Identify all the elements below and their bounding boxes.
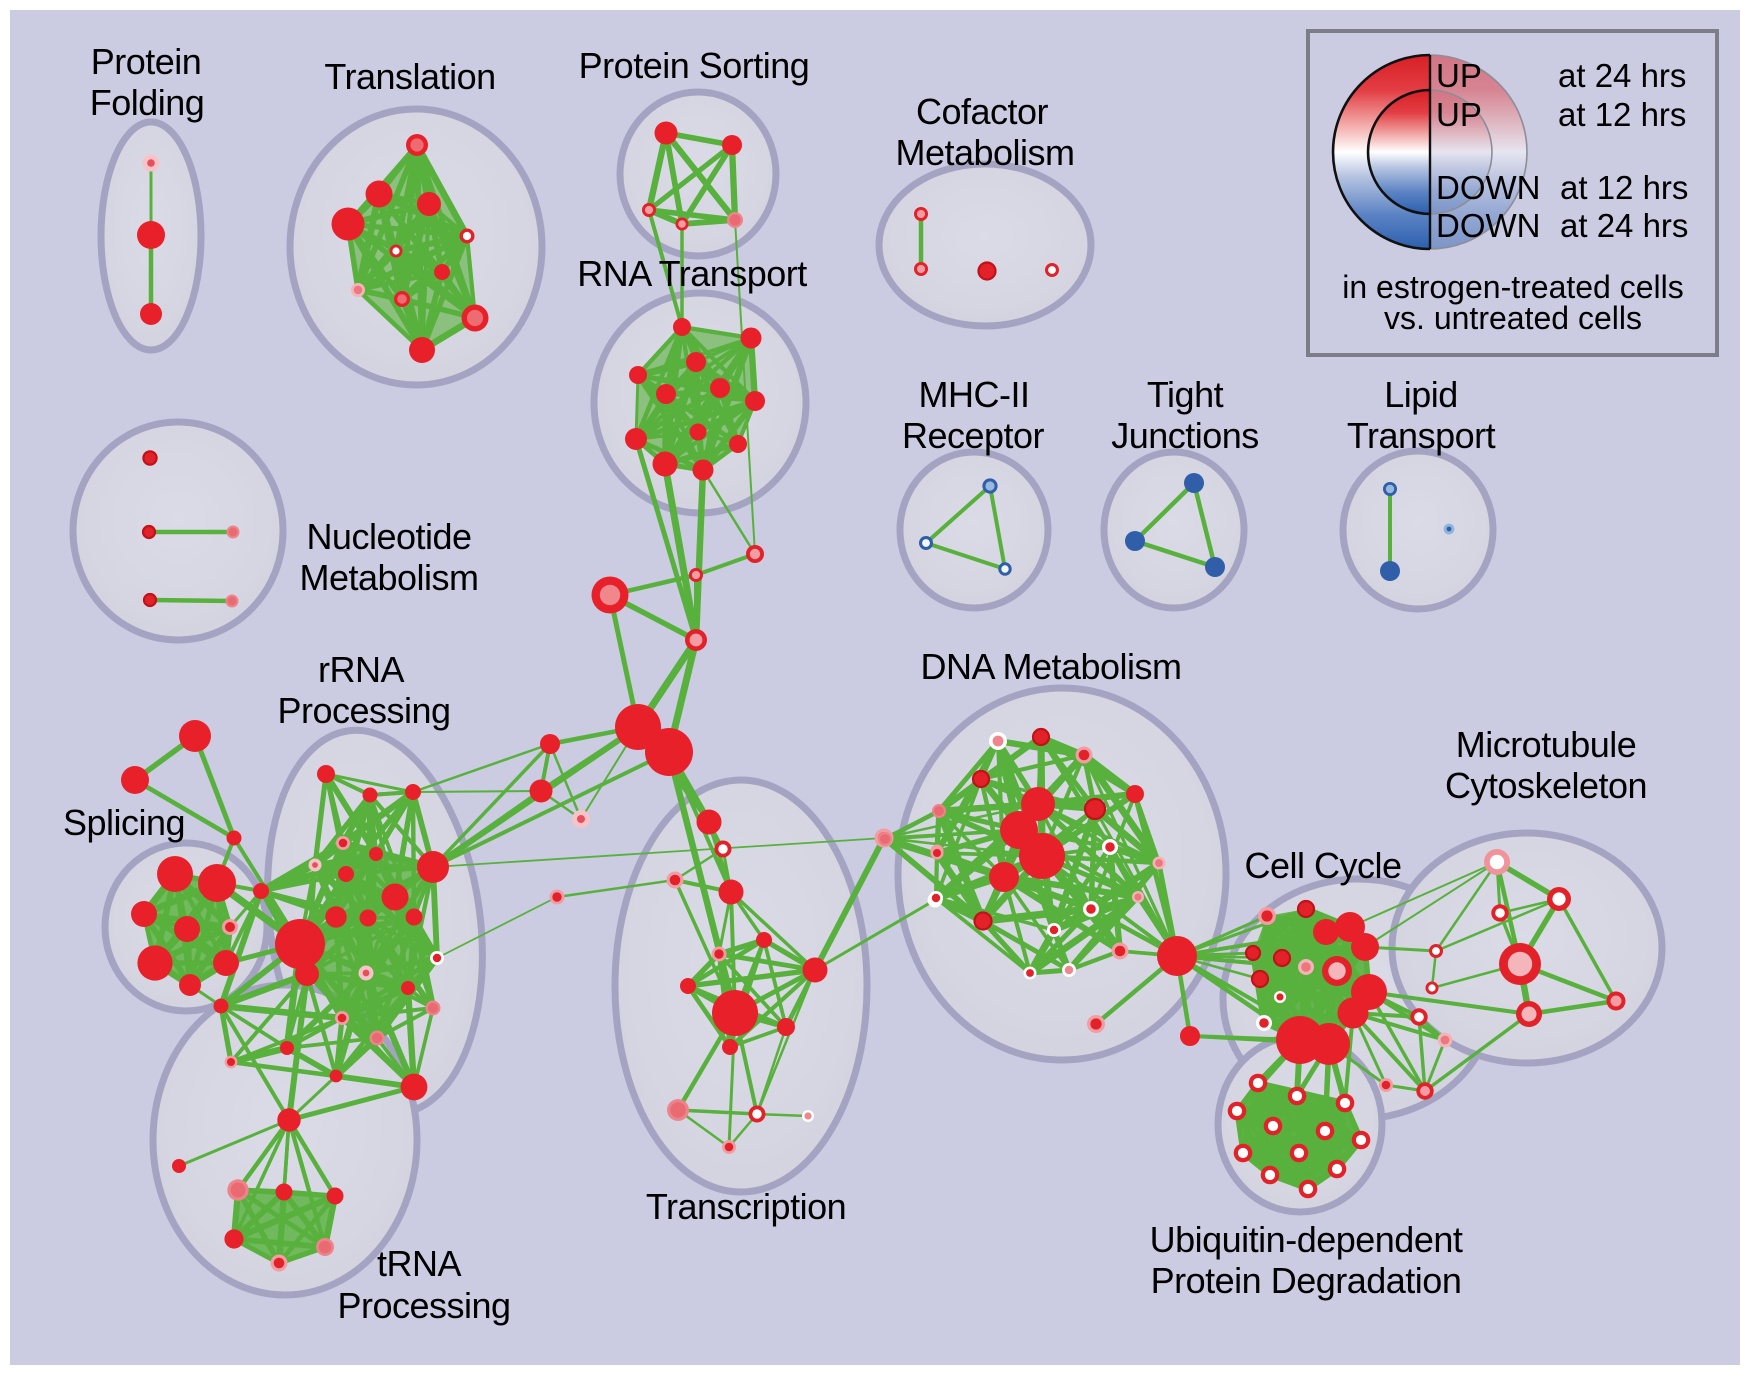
svg-text:Tight: Tight: [1147, 374, 1224, 415]
svg-text:DNA Metabolism: DNA Metabolism: [920, 646, 1181, 687]
svg-text:Cytoskeleton: Cytoskeleton: [1445, 765, 1647, 806]
svg-text:at 12 hrs: at 12 hrs: [1560, 169, 1688, 206]
svg-text:DOWN: DOWN: [1436, 207, 1540, 244]
svg-text:Lipid: Lipid: [1384, 374, 1458, 415]
svg-text:UP: UP: [1436, 57, 1482, 94]
svg-text:Metabolism: Metabolism: [895, 132, 1074, 173]
svg-text:Ubiquitin-dependent: Ubiquitin-dependent: [1150, 1219, 1463, 1260]
svg-text:Processing: Processing: [277, 690, 450, 731]
svg-text:Nucleotide: Nucleotide: [306, 516, 471, 557]
svg-text:tRNA: tRNA: [377, 1243, 461, 1284]
svg-text:Cofactor: Cofactor: [916, 91, 1049, 132]
svg-text:Cell Cycle: Cell Cycle: [1244, 845, 1401, 886]
svg-text:vs. untreated cells: vs. untreated cells: [1384, 300, 1642, 336]
svg-text:Receptor: Receptor: [902, 415, 1045, 456]
svg-text:in estrogen-treated cells: in estrogen-treated cells: [1342, 269, 1684, 305]
svg-text:RNA Transport: RNA Transport: [577, 253, 807, 294]
svg-text:Processing: Processing: [337, 1285, 510, 1326]
svg-text:at 12 hrs: at 12 hrs: [1558, 96, 1686, 133]
svg-text:Folding: Folding: [90, 82, 205, 123]
svg-text:DOWN: DOWN: [1436, 169, 1540, 206]
svg-text:Transport: Transport: [1347, 415, 1496, 456]
svg-text:Microtubule: Microtubule: [1456, 724, 1637, 765]
svg-text:MHC-II: MHC-II: [919, 374, 1030, 415]
svg-text:Protein: Protein: [91, 41, 202, 82]
svg-text:Protein Degradation: Protein Degradation: [1151, 1260, 1462, 1301]
svg-text:Protein Sorting: Protein Sorting: [579, 45, 810, 86]
svg-text:UP: UP: [1436, 96, 1482, 133]
svg-text:Junctions: Junctions: [1111, 415, 1259, 456]
svg-text:at 24 hrs: at 24 hrs: [1560, 207, 1688, 244]
svg-text:Transcription: Transcription: [646, 1186, 846, 1227]
svg-text:at 24 hrs: at 24 hrs: [1558, 57, 1686, 94]
svg-text:rRNA: rRNA: [318, 649, 404, 690]
svg-text:Metabolism: Metabolism: [299, 557, 478, 598]
svg-text:Translation: Translation: [324, 56, 495, 97]
svg-text:Splicing: Splicing: [63, 802, 185, 843]
